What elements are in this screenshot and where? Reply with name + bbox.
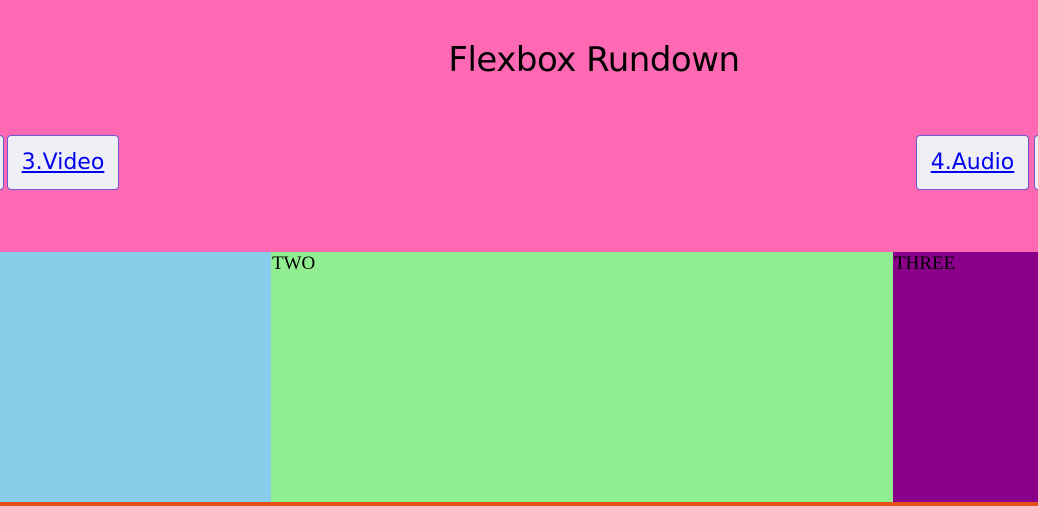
flex-box-three-label: THREE [894,253,956,274]
nav-link-clipped-left[interactable] [0,135,4,190]
nav-link-audio[interactable]: 4.Audio [916,135,1029,190]
page-title: Flexbox Rundown [448,40,740,80]
footer-border [0,502,1038,506]
nav-link-clipped-right[interactable] [1034,135,1038,190]
flex-box-two-label: TWO [272,253,316,274]
flex-box-one [0,252,271,502]
flex-box-two: TWO [271,252,893,502]
nav-link-video[interactable]: 3.Video [7,135,119,190]
header: Flexbox Rundown 3.Video 4.Audio [0,0,1038,252]
flex-box-three: THREE [893,252,1038,502]
